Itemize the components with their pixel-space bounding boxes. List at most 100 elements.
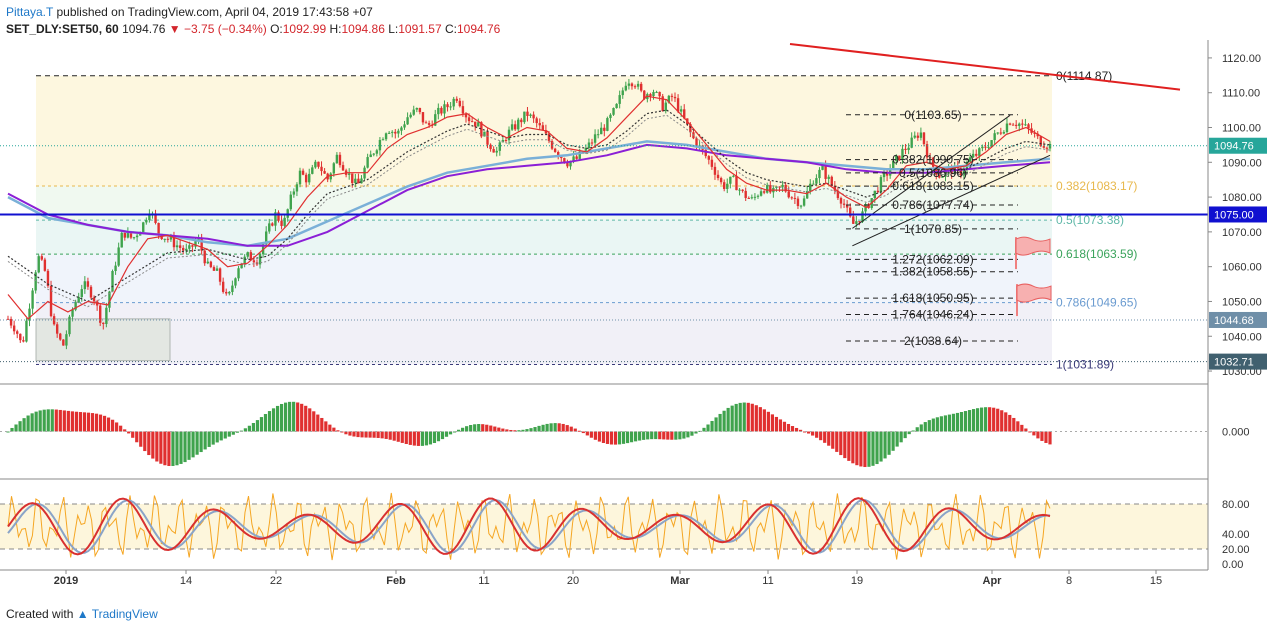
- candle-body: [925, 144, 929, 158]
- histogram-bar: [714, 417, 718, 432]
- candle-body: [990, 140, 993, 147]
- histogram-bar: [629, 431, 634, 443]
- candle-body: [271, 223, 274, 226]
- candle-body: [793, 197, 797, 199]
- time-tick-label: 8: [1066, 575, 1072, 587]
- candle-body: [987, 146, 990, 148]
- histogram-bar: [127, 431, 131, 434]
- fib-ext-label: 2(1038.64): [904, 334, 962, 348]
- candle-body: [504, 139, 508, 141]
- histogram-bar: [251, 422, 256, 432]
- close-value: 1094.76: [456, 22, 501, 36]
- close-label: C:: [444, 22, 457, 36]
- histogram-bar: [557, 423, 561, 432]
- candle-body: [931, 157, 935, 167]
- ema-grey-line: [7, 114, 1051, 308]
- candle-body: [919, 132, 923, 138]
- candle-body: [477, 122, 480, 127]
- candle-body: [513, 124, 517, 130]
- histogram-bar: [650, 431, 654, 440]
- fib-ext-label: 0(1103.65): [904, 108, 961, 122]
- histogram-bar: [135, 431, 139, 443]
- histogram-bar: [408, 431, 412, 445]
- candle-body: [861, 211, 864, 222]
- tradingview-brand[interactable]: TradingView: [91, 607, 158, 621]
- histogram-bar: [927, 420, 931, 432]
- histogram-bar: [420, 431, 424, 446]
- candle-body: [92, 297, 96, 302]
- histogram-bar: [392, 431, 396, 441]
- candle-body: [341, 165, 345, 171]
- candle-body: [400, 127, 403, 131]
- histogram-bar: [654, 431, 658, 440]
- histogram-bar: [26, 415, 30, 432]
- candle-body: [391, 131, 394, 133]
- candle-body: [55, 324, 59, 334]
- histogram-bar: [179, 431, 183, 464]
- histogram-bar: [147, 431, 151, 456]
- histogram-bar: [98, 414, 103, 432]
- symbol-name[interactable]: SET_DLY:SET50, 60: [6, 22, 119, 36]
- candle-body: [827, 176, 830, 179]
- histogram-bar: [58, 409, 62, 432]
- histogram-bar: [1000, 410, 1004, 432]
- candle-body: [523, 111, 526, 123]
- fib-band: [36, 302, 1052, 365]
- histogram-bar: [444, 431, 449, 437]
- candle-body: [366, 157, 369, 168]
- candle-body: [295, 184, 299, 192]
- candle-body: [200, 238, 203, 251]
- stochastic-pane[interactable]: [0, 492, 1208, 561]
- candle-body: [311, 167, 314, 174]
- candle-body: [323, 171, 326, 174]
- candle-body: [424, 122, 428, 124]
- candle-body: [560, 156, 563, 159]
- chart-canvas[interactable]: 0(1114.87)0.382(1083.17)0.5(1073.38)0.61…: [0, 40, 1274, 606]
- candle-body: [83, 281, 87, 290]
- histogram-bar: [452, 431, 457, 433]
- candle-body: [517, 119, 520, 130]
- histogram-bar: [843, 431, 847, 459]
- histogram-bar: [235, 431, 239, 433]
- candle-body: [1048, 144, 1052, 149]
- candle-body: [117, 247, 120, 266]
- candle-body: [218, 268, 222, 282]
- candle-body: [842, 203, 846, 205]
- histogram-bar: [203, 431, 207, 450]
- candle-body: [655, 91, 658, 93]
- candle-body: [799, 205, 803, 207]
- candle-body: [959, 168, 963, 176]
- histogram-bar: [589, 431, 593, 438]
- histogram-bar: [436, 431, 441, 442]
- candle-body: [375, 150, 379, 154]
- author-link[interactable]: Pittaya.T: [6, 5, 54, 19]
- candle-body: [984, 146, 987, 148]
- candle-body: [738, 189, 741, 191]
- histogram-bar: [255, 420, 260, 432]
- histogram-bar: [300, 403, 304, 432]
- candle-body: [1045, 147, 1049, 149]
- candle-body: [105, 307, 108, 324]
- histogram-bar: [553, 423, 557, 432]
- candle-body: [882, 173, 886, 178]
- histogram-bar: [617, 431, 622, 445]
- candle-body: [618, 95, 621, 104]
- histogram-bar: [187, 431, 191, 460]
- histogram-bar: [746, 402, 750, 432]
- price-pane[interactable]: 0(1114.87)0.382(1083.17)0.5(1073.38)0.61…: [0, 43, 1208, 371]
- trend-line[interactable]: [789, 43, 1181, 91]
- histogram-bar: [163, 431, 167, 466]
- histogram-bar: [638, 431, 642, 441]
- candle-body: [529, 114, 532, 116]
- candle-body: [873, 190, 876, 199]
- candle-body: [501, 139, 505, 143]
- candle-body: [394, 131, 397, 134]
- candle-body: [916, 135, 920, 138]
- histogram-bar: [750, 403, 754, 432]
- candle-body: [412, 109, 415, 115]
- histogram-pane[interactable]: [0, 401, 1208, 468]
- histogram-bar: [6, 431, 10, 433]
- candle-body: [280, 220, 283, 226]
- candle-body: [443, 104, 446, 114]
- histogram-bar: [573, 428, 577, 432]
